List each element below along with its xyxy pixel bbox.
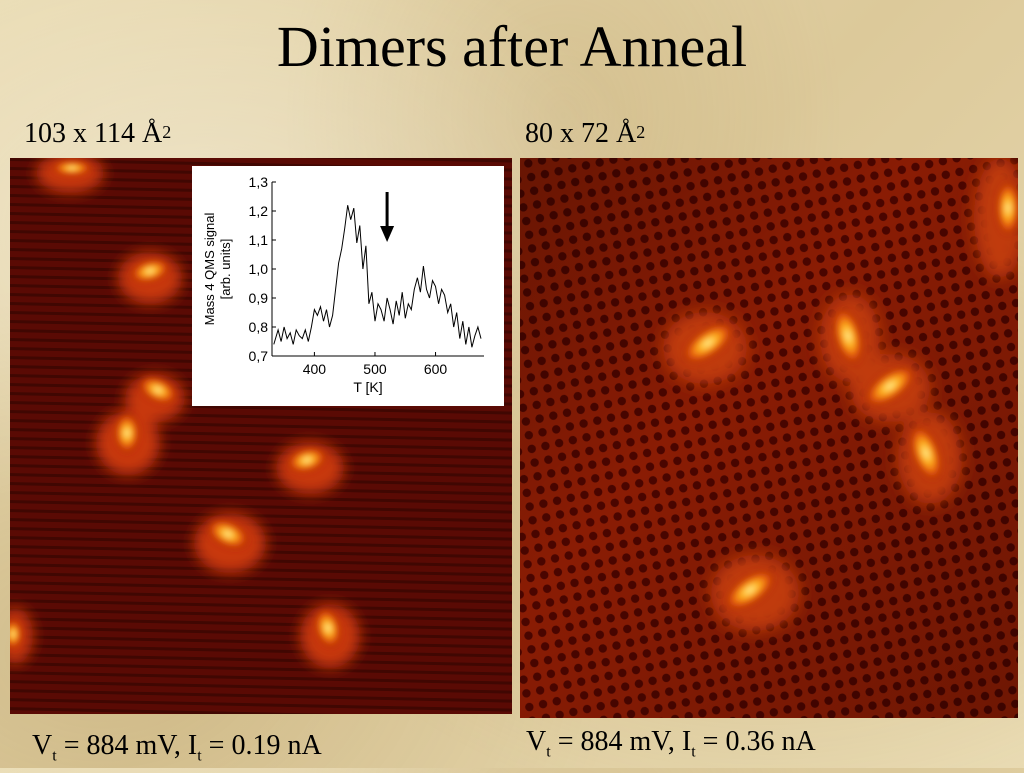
- right-voltage-subscript: t: [546, 743, 551, 761]
- x-tick-label: 600: [424, 361, 448, 377]
- right-stm-image: [520, 158, 1018, 718]
- y-tick-label: 1,3: [249, 174, 269, 190]
- left-parameters-mid: = 884 mV, I: [56, 730, 198, 761]
- y-tick-label: 1,0: [249, 261, 269, 277]
- left-voltage-subscript: t: [52, 747, 57, 765]
- right-voltage-symbol: V: [526, 726, 547, 757]
- qms-chart-svg: 0,7 0,8 0,9 1,0 1,1 1,2 1,3 400 500 600 T [K] Mass …: [202, 174, 484, 395]
- desorption-arrow-head: [380, 226, 395, 242]
- y-axis-label: Mass 4 QMS signal: [202, 213, 217, 326]
- y-tick-label: 0,9: [249, 290, 269, 306]
- qms-signal-line: [273, 205, 482, 348]
- left-scan-size-label: 103 x 114 Å2: [24, 118, 171, 150]
- right-scan-size-label: 80 x 72 Å2: [525, 118, 645, 150]
- y-axis-label: [arb. units]: [218, 239, 233, 300]
- right-current-value: = 0.36 nA: [695, 726, 816, 757]
- x-axis-label: T [K]: [353, 379, 382, 395]
- left-scan-size-exponent: 2: [162, 122, 172, 142]
- right-scan-size-text: 80 x 72 Å: [525, 118, 637, 149]
- y-tick-label: 0,7: [249, 348, 269, 364]
- right-current-subscript: t: [691, 743, 696, 761]
- y-tick-label: 1,2: [249, 203, 269, 219]
- right-tunneling-parameters: Vt = 884 mV, It = 0.36 nA: [526, 726, 816, 769]
- right-parameters-mid: = 884 mV, I: [550, 726, 692, 757]
- right-scan-size-exponent: 2: [636, 122, 646, 142]
- qms-inset-chart: 0,7 0,8 0,9 1,0 1,1 1,2 1,3 400 500 600 T [K] Mass …: [192, 166, 504, 406]
- left-tunneling-parameters: Vt = 884 mV, It = 0.19 nA: [32, 730, 322, 773]
- left-scan-size-text: 103 x 114 Å: [24, 118, 163, 149]
- left-current-subscript: t: [197, 747, 202, 765]
- left-current-value: = 0.19 nA: [201, 730, 322, 761]
- left-voltage-symbol: V: [32, 730, 53, 761]
- x-tick-label: 500: [363, 361, 387, 377]
- slide-title: Dimers after Anneal: [276, 14, 748, 79]
- y-tick-label: 1,1: [249, 232, 269, 248]
- x-tick-label: 400: [303, 361, 327, 377]
- y-tick-label: 0,8: [249, 319, 269, 335]
